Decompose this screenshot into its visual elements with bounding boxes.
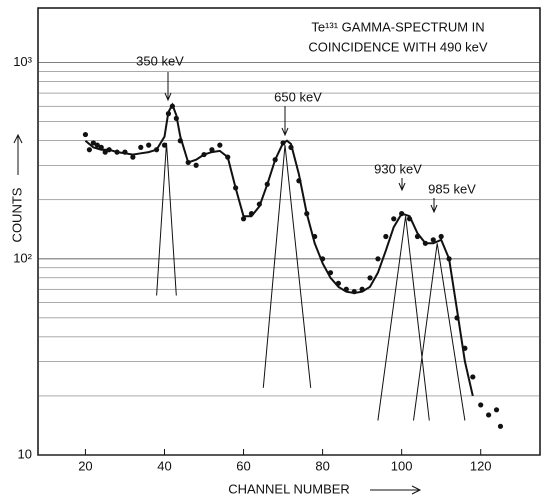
data-point: [185, 159, 191, 166]
data-point: [367, 275, 373, 281]
x-tick-label: 40: [157, 458, 171, 473]
data-point: [327, 270, 334, 276]
data-point: [130, 154, 136, 160]
y-tick-label: 10³: [13, 54, 32, 69]
data-point: [343, 286, 349, 292]
component-peak: [413, 243, 466, 421]
data-point: [462, 345, 468, 351]
y-axis-label: COUNTS: [9, 187, 24, 242]
data-point: [304, 211, 310, 217]
x-tick-label: 100: [391, 458, 413, 473]
data-point: [248, 211, 255, 217]
annotation: 650 keV: [274, 89, 322, 104]
plot-frame: [37, 7, 541, 456]
y-tick-label: 10: [18, 446, 32, 461]
data-point: [240, 216, 247, 222]
data-point: [146, 142, 152, 148]
data-point: [177, 138, 183, 144]
data-point: [272, 157, 278, 163]
x-axis-label: CHANNEL NUMBER: [228, 481, 350, 496]
data-point: [319, 256, 326, 262]
data-point: [383, 233, 389, 240]
data-point: [335, 280, 342, 286]
data-point: [288, 144, 294, 150]
data-point: [454, 315, 460, 321]
data-point: [256, 201, 262, 207]
axis-arrow: [370, 485, 422, 495]
data-point: [86, 147, 92, 153]
annotation: 930 keV: [374, 161, 422, 176]
data-point: [233, 185, 239, 191]
data-point: [165, 111, 172, 117]
data-point: [351, 289, 357, 295]
x-tick-label: 60: [236, 458, 250, 473]
data-point: [359, 286, 365, 292]
data-point: [493, 407, 500, 413]
data-point: [280, 140, 286, 146]
data-point: [102, 149, 108, 155]
data-point: [422, 240, 428, 246]
x-tick-label: 20: [78, 458, 92, 473]
data-point: [217, 142, 223, 148]
chart-title: Te¹³¹ GAMMA-SPECTRUM IN: [311, 19, 484, 34]
data-point: [486, 412, 492, 418]
data-point: [193, 162, 199, 168]
data-point: [201, 151, 207, 158]
data-point: [94, 142, 100, 148]
annotation-arrow: [164, 72, 172, 102]
data-point: [161, 142, 168, 148]
data-point: [264, 181, 270, 187]
component-peak: [377, 216, 430, 421]
data-point: [209, 147, 215, 153]
data-point: [225, 154, 231, 160]
data-point: [430, 237, 436, 243]
data-point: [414, 233, 421, 240]
data-point: [173, 115, 179, 121]
x-tick-label: 120: [470, 458, 492, 473]
data-point: [106, 147, 112, 153]
data-point: [153, 147, 160, 153]
x-tick-label: 80: [315, 458, 329, 473]
data-point: [82, 131, 89, 138]
annotation-arrow: [430, 198, 438, 214]
data-point: [169, 103, 175, 109]
component-peak: [156, 142, 177, 296]
data-point: [375, 256, 381, 262]
annotation: 350 keV: [136, 53, 184, 68]
data-point: [406, 216, 413, 222]
data-point: [138, 144, 144, 150]
data-point: [478, 402, 484, 408]
data-point: [391, 216, 397, 222]
annotation-arrow: [281, 106, 289, 137]
annotation: 985 keV: [428, 181, 476, 196]
component-peak: [262, 145, 312, 388]
data-point: [98, 144, 104, 150]
data-point: [446, 256, 452, 262]
data-point: [497, 423, 504, 429]
y-tick-label: 10²: [13, 250, 32, 265]
data-point: [312, 233, 318, 240]
axis-arrow: [13, 133, 23, 175]
data-point: [399, 211, 405, 217]
chart-title: COINCIDENCE WITH 490 keV: [308, 39, 487, 54]
fit-curve: [84, 102, 474, 397]
annotation-arrow: [398, 178, 406, 192]
data-point: [90, 140, 96, 146]
data-point: [296, 178, 302, 184]
data-point: [114, 149, 120, 155]
data-point: [470, 374, 476, 380]
data-point: [438, 233, 444, 240]
data-point: [122, 149, 128, 155]
